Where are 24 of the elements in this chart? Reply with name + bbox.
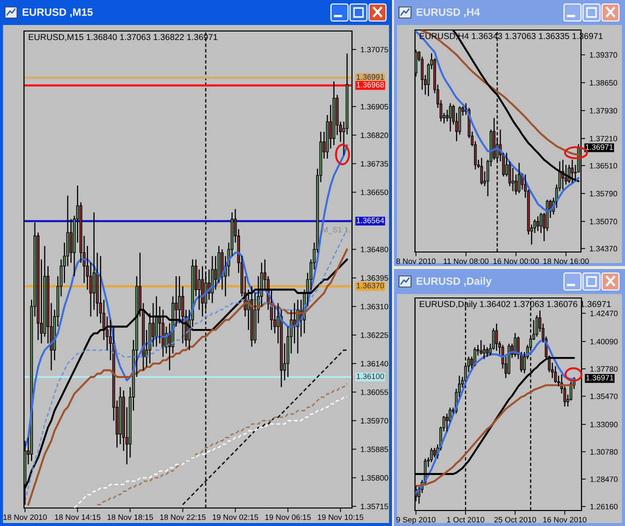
candlestick	[480, 340, 482, 355]
chart-title: EURUSD ,M15	[22, 8, 93, 18]
candlestick	[554, 366, 557, 384]
line-series	[74, 396, 348, 508]
candlestick	[102, 299, 106, 341]
line-series	[96, 383, 348, 506]
chart-subtitle: EURUSD,M15 1.36840 1.37063 1.36822 1.36971	[28, 34, 218, 42]
candlestick	[563, 386, 566, 408]
candlestick	[162, 309, 164, 358]
candlestick	[514, 174, 518, 196]
candlestick	[260, 262, 264, 308]
candlestick	[533, 218, 536, 234]
candlestick	[536, 216, 540, 232]
candlestick	[148, 312, 152, 364]
candlestick	[178, 276, 181, 324]
candlestick	[201, 266, 204, 318]
candlestick	[254, 292, 256, 344]
candlestick	[214, 256, 218, 290]
candlestick	[86, 245, 89, 290]
chart-title: EURUSD ,Daily	[416, 277, 492, 287]
candlestick	[155, 296, 158, 348]
candlestick	[433, 447, 436, 458]
candlestick	[448, 102, 452, 132]
chart-title: EURUSD ,H4	[416, 8, 480, 18]
